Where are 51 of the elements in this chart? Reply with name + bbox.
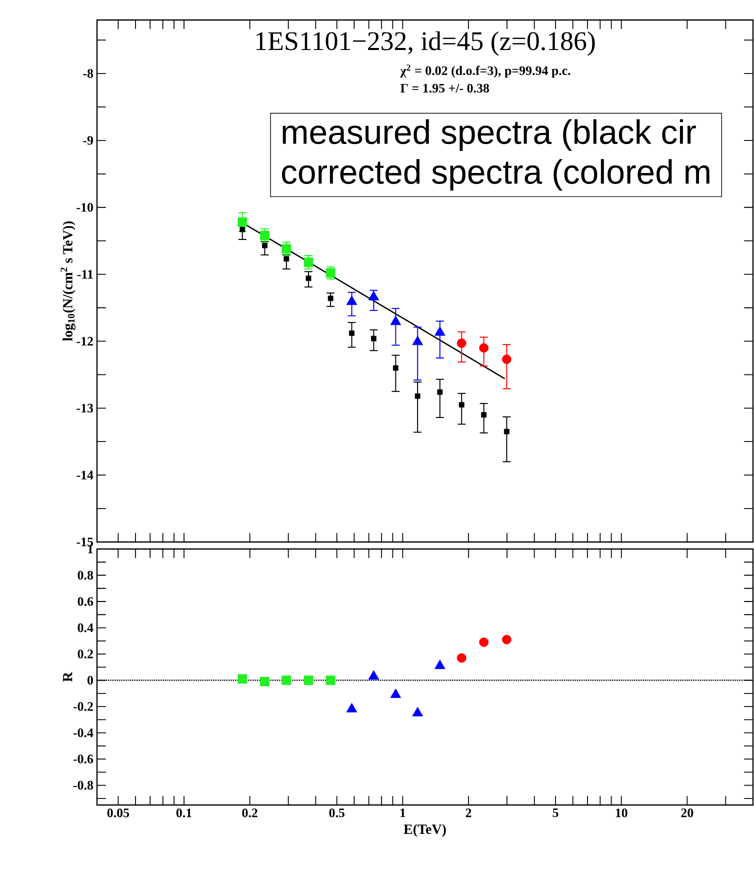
y-tick-label: -9 bbox=[83, 136, 94, 145]
x-tick-label: 0.2 bbox=[242, 808, 258, 818]
point bbox=[393, 365, 399, 371]
x-tick-label: 20 bbox=[681, 808, 694, 818]
point bbox=[304, 258, 314, 267]
y-tick-label: -11 bbox=[78, 270, 94, 279]
annotation: corrected spectra (colored m bbox=[282, 159, 710, 191]
y-tick-label: 1 bbox=[88, 544, 94, 554]
y-tick-label: -0.4 bbox=[74, 728, 94, 738]
y-tick-label: -0.6 bbox=[74, 754, 94, 764]
point bbox=[504, 428, 510, 434]
point bbox=[371, 336, 377, 342]
point bbox=[326, 268, 336, 278]
point bbox=[260, 230, 270, 240]
point bbox=[328, 296, 334, 302]
point bbox=[459, 402, 465, 408]
y-tick-label: -12 bbox=[76, 336, 94, 346]
y-tick-label: -8 bbox=[83, 69, 94, 78]
x-tick-label: 0.5 bbox=[329, 808, 345, 818]
point bbox=[437, 389, 443, 395]
y-tick-label: -0.2 bbox=[74, 702, 94, 711]
point bbox=[238, 217, 248, 227]
annotation: measured spectra (black cir bbox=[282, 119, 696, 151]
x-tick-label: 5 bbox=[553, 808, 558, 818]
y-axis-title: log$_{10}$(N/(cm$^{2}$ s TeV)) bbox=[60, 221, 76, 341]
y-tick-label: 0.6 bbox=[78, 597, 94, 606]
annotation: χ$^{2}$ = 0.02 (d.o.f=3), p=99.94 p.c. bbox=[400, 64, 570, 78]
x-tick-label: 0.1 bbox=[176, 808, 192, 818]
y-tick-label: -10 bbox=[76, 203, 94, 212]
y-tick-label: 0 bbox=[88, 676, 94, 685]
point bbox=[282, 244, 292, 254]
y-tick-label: 0.4 bbox=[78, 623, 94, 632]
point bbox=[306, 276, 312, 282]
y-tick-label: 0.8 bbox=[78, 570, 94, 580]
y-tick-label: -0.8 bbox=[74, 780, 94, 790]
point bbox=[481, 412, 487, 418]
point bbox=[240, 226, 246, 232]
y-tick-label: -13 bbox=[76, 404, 94, 412]
annotation: Γ = 1.95 +/- 0.38 bbox=[400, 84, 490, 93]
y-tick-label: -14 bbox=[76, 470, 94, 480]
y-tick-label: 0.2 bbox=[78, 650, 94, 658]
x-tick-label: 2 bbox=[466, 808, 472, 818]
point bbox=[349, 330, 355, 336]
x-axis-title: E(TeV) bbox=[404, 824, 446, 837]
point bbox=[415, 393, 420, 399]
x-tick-label: 1 bbox=[400, 808, 406, 818]
chart-title: 1ES1101−232, id=45 (z=0.186) bbox=[256, 31, 595, 56]
y-tick-label: -15 bbox=[76, 538, 94, 546]
x-tick-label: 0.05 bbox=[108, 808, 130, 818]
x-tick-label: 10 bbox=[616, 808, 628, 818]
y-axis-title: R bbox=[63, 672, 72, 682]
